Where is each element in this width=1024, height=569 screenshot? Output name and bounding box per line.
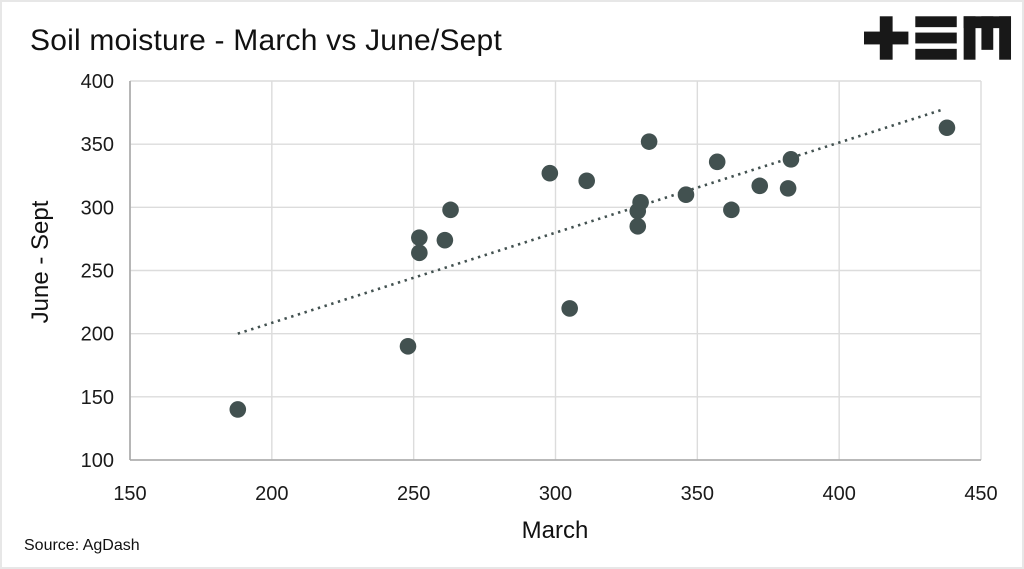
y-tick-label: 250 (81, 261, 114, 283)
data-point (229, 401, 247, 418)
y-tick-label: 100 (81, 450, 114, 472)
x-tick-label: 450 (964, 483, 997, 505)
data-point (561, 300, 578, 317)
data-point (708, 153, 726, 171)
data-point (677, 186, 695, 203)
chart-title: Soil moisture - March vs June/Sept (30, 24, 502, 57)
source-caption: Source: AgDash (24, 537, 140, 554)
data-point (723, 201, 740, 219)
brand-logo (864, 16, 1012, 60)
data-point (541, 164, 559, 182)
data-point (782, 151, 800, 168)
x-tick-label: 300 (539, 483, 572, 505)
data-point (399, 338, 417, 355)
data-point (640, 133, 658, 150)
data-point (436, 231, 454, 249)
plus-icon (864, 16, 909, 60)
x-tick-label: 350 (681, 483, 714, 505)
triple-bar-icon (915, 16, 957, 60)
y-tick-label: 200 (81, 324, 114, 346)
x-tick-label: 250 (397, 483, 430, 505)
data-point (779, 180, 797, 197)
y-axis-title: June - Sept (27, 200, 54, 324)
data-point (442, 201, 459, 219)
x-tick-label: 200 (255, 483, 288, 505)
y-tick-label: 400 (81, 71, 114, 93)
data-point (938, 119, 956, 137)
y-tick-label: 150 (81, 387, 114, 409)
x-tick-label: 400 (822, 483, 855, 505)
x-axis-title: March (521, 517, 589, 544)
x-tick-label: 150 (113, 483, 146, 505)
data-point (632, 193, 649, 211)
data-point (751, 177, 769, 195)
m-mark-icon (963, 16, 1012, 60)
data-point (629, 217, 647, 235)
data-point (578, 172, 596, 190)
y-tick-label: 300 (81, 197, 114, 219)
data-point (411, 244, 428, 262)
data-point (411, 229, 428, 246)
y-tick-label: 350 (81, 134, 114, 156)
